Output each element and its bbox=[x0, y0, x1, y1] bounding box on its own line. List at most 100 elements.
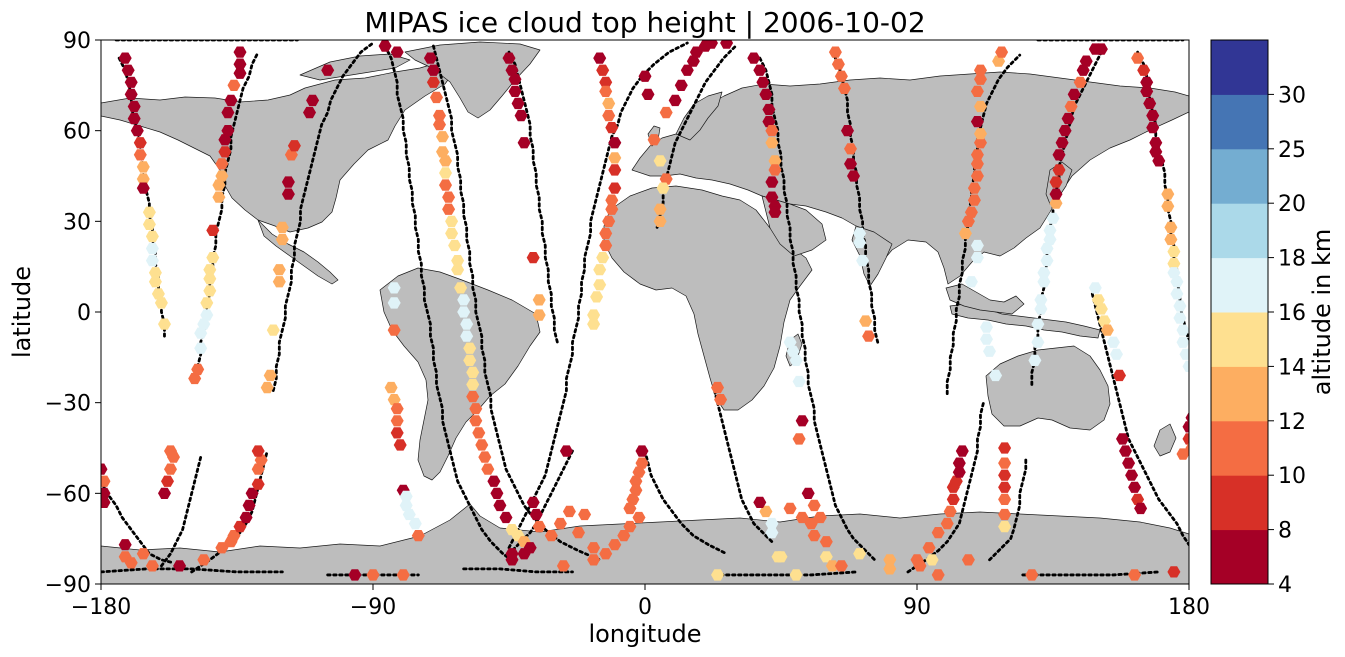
cloud-marker bbox=[774, 551, 788, 563]
cloud-marker bbox=[940, 517, 954, 530]
cloud-marker bbox=[1046, 212, 1060, 224]
cloud-marker bbox=[608, 539, 622, 551]
cloud-marker bbox=[970, 158, 984, 170]
cloud-marker bbox=[233, 520, 247, 533]
cloud-marker bbox=[623, 502, 637, 515]
cloud-marker bbox=[460, 318, 474, 330]
cloud-marker bbox=[792, 433, 806, 445]
cloud-marker bbox=[970, 239, 984, 252]
cloud-marker bbox=[553, 517, 567, 530]
cloud-marker bbox=[931, 569, 945, 581]
cloud-marker bbox=[348, 569, 362, 581]
cloud-marker bbox=[974, 137, 987, 149]
cloud-marker bbox=[1128, 569, 1142, 581]
cloud-marker bbox=[321, 64, 335, 76]
x-tick-label: 0 bbox=[638, 595, 652, 620]
cloud-marker bbox=[526, 252, 540, 264]
cloud-marker bbox=[807, 499, 821, 512]
cloud-marker bbox=[759, 505, 773, 518]
orbit-track bbox=[1090, 292, 1189, 547]
cloud-marker bbox=[151, 288, 165, 300]
cloud-marker bbox=[281, 176, 295, 188]
land-north-america bbox=[101, 61, 456, 233]
colorbar: 4 8 10 12 14 16 18 20 25 30 bbox=[1210, 39, 1306, 598]
cloud-marker bbox=[998, 469, 1012, 481]
land-south-america bbox=[379, 267, 541, 481]
cloud-marker bbox=[145, 255, 159, 267]
cloud-marker bbox=[1167, 566, 1181, 578]
cloud-marker bbox=[218, 146, 232, 158]
cloud-marker bbox=[154, 297, 168, 309]
colorbar-band bbox=[1211, 312, 1268, 367]
cloud-marker bbox=[1182, 433, 1189, 445]
cloud-marker bbox=[212, 191, 226, 203]
cloud-marker bbox=[638, 70, 652, 82]
cloud-marker bbox=[572, 527, 585, 539]
cloud-marker bbox=[856, 255, 870, 267]
cloud-marker bbox=[980, 333, 993, 345]
orbit-track bbox=[271, 41, 375, 392]
cloud-marker bbox=[1131, 52, 1145, 64]
cloud-marker bbox=[834, 70, 848, 82]
cloud-marker bbox=[194, 327, 208, 339]
cloud-marker bbox=[599, 76, 613, 88]
cloud-marker bbox=[451, 255, 465, 267]
cloud-marker bbox=[629, 475, 643, 487]
cloud-marker bbox=[454, 282, 468, 294]
orbit-track bbox=[507, 41, 689, 550]
cloud-marker bbox=[1185, 412, 1189, 424]
cloud-marker bbox=[532, 309, 546, 321]
cloud-marker bbox=[1049, 197, 1063, 209]
orbit-track bbox=[830, 50, 880, 344]
cloud-marker bbox=[961, 215, 975, 227]
cloud-marker bbox=[1149, 146, 1163, 158]
cloud-marker bbox=[1128, 481, 1142, 493]
orbit-track bbox=[643, 449, 728, 556]
cloud-marker bbox=[263, 369, 277, 382]
cloud-markers bbox=[101, 40, 1189, 581]
cloud-marker bbox=[1052, 164, 1066, 176]
cloud-marker bbox=[1167, 267, 1181, 279]
cloud-marker bbox=[795, 415, 809, 427]
cloud-marker bbox=[133, 137, 147, 149]
cloud-marker bbox=[101, 475, 111, 487]
orbit-track bbox=[988, 455, 1028, 562]
cloud-marker bbox=[828, 46, 842, 58]
cloud-marker bbox=[762, 116, 776, 128]
cloud-marker bbox=[765, 517, 779, 530]
cloud-marker bbox=[813, 511, 827, 524]
land-new-zealand bbox=[1153, 423, 1177, 457]
cloud-marker bbox=[478, 451, 492, 463]
cloud-marker bbox=[121, 64, 135, 76]
cloud-marker bbox=[390, 403, 404, 415]
cloud-marker bbox=[590, 291, 604, 303]
cloud-marker bbox=[1167, 258, 1181, 270]
colorbar-band bbox=[1211, 257, 1268, 313]
cloud-marker bbox=[426, 76, 440, 88]
cloud-marker bbox=[653, 215, 667, 227]
cloud-marker bbox=[384, 381, 398, 394]
cloud-marker bbox=[145, 242, 159, 255]
cloud-marker bbox=[1176, 336, 1189, 348]
cloud-marker bbox=[635, 457, 649, 469]
cloud-marker bbox=[653, 203, 667, 215]
cloud-marker bbox=[306, 94, 320, 107]
cloud-marker bbox=[1031, 318, 1045, 330]
cloud-marker bbox=[445, 227, 459, 240]
cloud-marker bbox=[974, 128, 987, 140]
cloud-marker bbox=[1173, 300, 1187, 312]
cloud-marker bbox=[949, 475, 963, 487]
cloud-marker bbox=[272, 264, 286, 276]
colorbar-tick-label: 14 bbox=[1278, 355, 1306, 380]
cloud-marker bbox=[1182, 360, 1189, 372]
cloud-marker bbox=[1028, 354, 1042, 366]
cloud-marker bbox=[387, 394, 401, 406]
cloud-marker bbox=[605, 122, 619, 134]
cloud-marker bbox=[883, 563, 897, 575]
cloud-marker bbox=[689, 46, 703, 58]
cloud-marker bbox=[466, 378, 480, 391]
cloud-marker bbox=[393, 439, 407, 451]
colorbar-tick-label: 16 bbox=[1278, 301, 1306, 326]
cloud-marker bbox=[390, 415, 404, 427]
cloud-marker bbox=[436, 131, 449, 143]
